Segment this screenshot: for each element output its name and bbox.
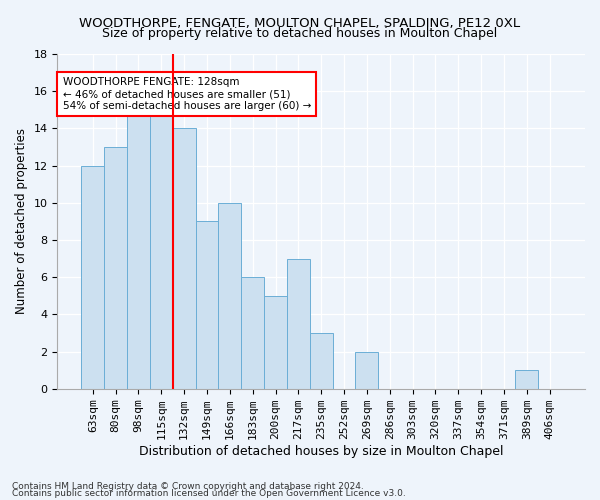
Bar [127,110,150,388]
Y-axis label: Number of detached properties: Number of detached properties [15,128,28,314]
Bar [104,147,127,388]
Bar [218,203,241,388]
Bar [173,128,196,388]
Text: WOODTHORPE, FENGATE, MOULTON CHAPEL, SPALDING, PE12 0XL: WOODTHORPE, FENGATE, MOULTON CHAPEL, SPA… [79,18,521,30]
Bar [515,370,538,388]
Bar [241,277,264,388]
Bar [310,333,332,388]
X-axis label: Distribution of detached houses by size in Moulton Chapel: Distribution of detached houses by size … [139,444,503,458]
Bar [355,352,379,389]
Bar [287,258,310,388]
Text: Size of property relative to detached houses in Moulton Chapel: Size of property relative to detached ho… [103,28,497,40]
Bar [150,110,173,388]
Text: Contains public sector information licensed under the Open Government Licence v3: Contains public sector information licen… [12,489,406,498]
Bar [196,222,218,388]
Text: Contains HM Land Registry data © Crown copyright and database right 2024.: Contains HM Land Registry data © Crown c… [12,482,364,491]
Bar [264,296,287,388]
Bar [82,166,104,388]
Text: WOODTHORPE FENGATE: 128sqm
← 46% of detached houses are smaller (51)
54% of semi: WOODTHORPE FENGATE: 128sqm ← 46% of deta… [62,78,311,110]
